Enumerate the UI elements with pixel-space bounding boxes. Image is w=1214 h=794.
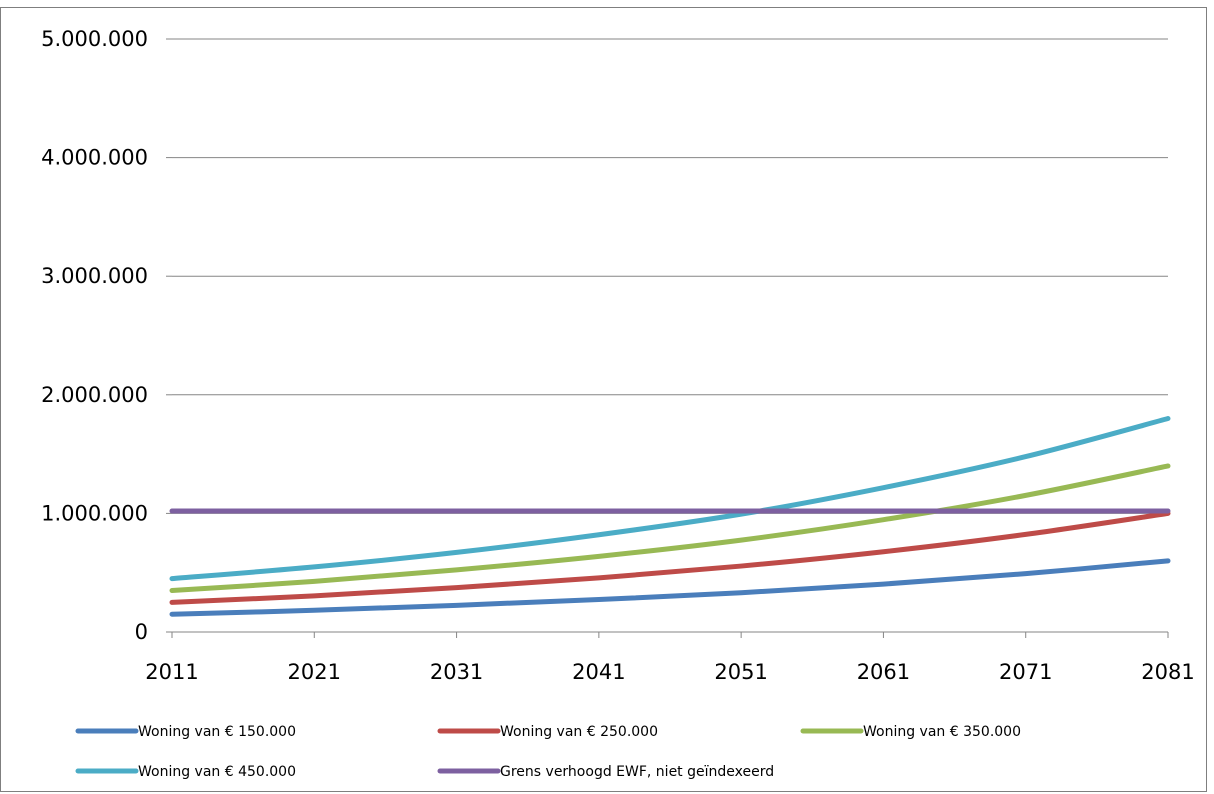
x-tick-label: 2081 bbox=[1141, 660, 1194, 684]
x-axis: 2011 2021 2031 2041 2051 2061 2071 2081 bbox=[145, 632, 1195, 684]
y-tick-label: 3.000.000 bbox=[41, 264, 148, 288]
x-tick-label: 2071 bbox=[999, 660, 1052, 684]
chart-border bbox=[0, 7, 1207, 792]
y-axis: 0 1.000.000 2.000.000 3.000.000 4.000.000 5.0… bbox=[41, 27, 172, 644]
x-tick-label: 2051 bbox=[714, 660, 767, 684]
y-tick-label: 5.000.000 bbox=[41, 27, 148, 51]
x-tick-label: 2011 bbox=[145, 660, 198, 684]
x-tick-label: 2031 bbox=[430, 660, 483, 684]
legend-label-2: Woning van € 350.000 bbox=[863, 724, 1021, 740]
x-tick-label: 2021 bbox=[288, 660, 341, 684]
legend-label-4: Grens verhoogd EWF, niet geïndexeerd bbox=[500, 764, 774, 780]
legend: Woning van € 150.000 Woning van € 250.000… bbox=[75, 724, 1021, 780]
series-line-1 bbox=[169, 510, 1171, 605]
y-tick-label: 1.000.000 bbox=[41, 501, 148, 525]
legend-label-1: Woning van € 250.000 bbox=[500, 724, 658, 740]
y-tick-label: 0 bbox=[135, 620, 148, 644]
legend-label-3: Woning van € 450.000 bbox=[138, 764, 296, 780]
series-line-3 bbox=[169, 416, 1171, 582]
series-group bbox=[169, 416, 1171, 617]
series-line-2 bbox=[169, 463, 1171, 593]
legend-label-0: Woning van € 150.000 bbox=[138, 724, 296, 740]
y-tick-label: 2.000.000 bbox=[41, 383, 148, 407]
x-tick-label: 2061 bbox=[857, 660, 910, 684]
series-line-0 bbox=[169, 558, 1171, 617]
x-tick-label: 2041 bbox=[572, 660, 625, 684]
y-tick-label: 4.000.000 bbox=[41, 146, 148, 170]
